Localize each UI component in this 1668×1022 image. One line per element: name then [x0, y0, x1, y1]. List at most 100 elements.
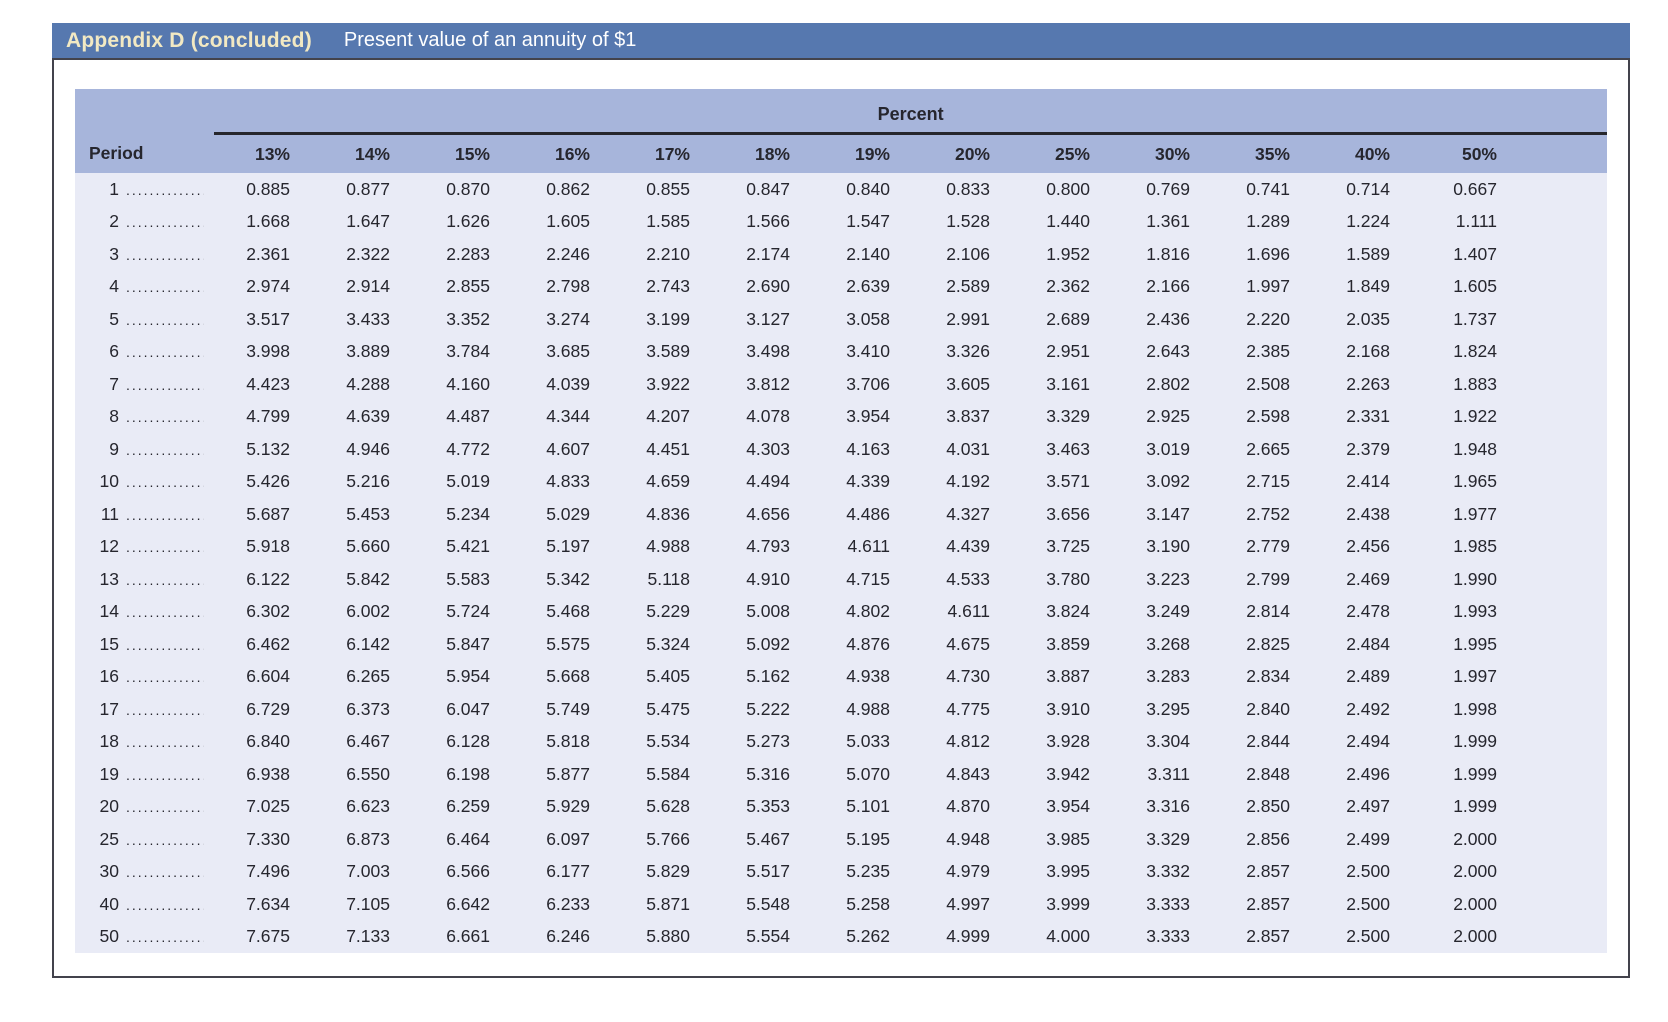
value-cell-18pct: 5.222 — [714, 693, 814, 726]
value-cell-17pct: 5.871 — [614, 888, 714, 921]
value-cell-16pct: 5.668 — [514, 660, 614, 693]
value-cell-19pct: 1.547 — [814, 205, 914, 238]
value-cell-25pct: 3.780 — [1014, 563, 1114, 596]
row-right-spacer — [1521, 335, 1608, 368]
table-row-period-19: 19..................6.9386.5506.1985.877… — [75, 758, 1608, 791]
period-label: 16 — [99, 666, 119, 687]
value-cell-17pct: 5.475 — [614, 693, 714, 726]
value-cell-19pct: 4.339 — [814, 465, 914, 498]
value-cell-17pct: 1.585 — [614, 205, 714, 238]
value-cell-14pct: 0.877 — [314, 173, 414, 206]
period-cell: 13.................. — [75, 563, 214, 596]
column-header-25pct: 25% — [1014, 133, 1114, 173]
value-cell-35pct: 2.814 — [1214, 595, 1314, 628]
appendix-label: Appendix D (concluded) — [66, 28, 312, 52]
table-row-period-6: 6..................3.9983.8893.7843.6853… — [75, 335, 1608, 368]
value-cell-16pct: 4.607 — [514, 433, 614, 466]
period-label: 3 — [109, 243, 119, 264]
column-header-20pct: 20% — [914, 133, 1014, 173]
value-cell-17pct: 4.207 — [614, 400, 714, 433]
value-cell-20pct: 4.730 — [914, 660, 1014, 693]
period-cell: 16.................. — [75, 660, 214, 693]
value-cell-18pct: 5.092 — [714, 628, 814, 661]
value-cell-14pct: 4.639 — [314, 400, 414, 433]
value-cell-13pct: 7.675 — [214, 920, 314, 953]
value-cell-14pct: 3.433 — [314, 303, 414, 336]
value-cell-17pct: 3.589 — [614, 335, 714, 368]
value-cell-18pct: 1.566 — [714, 205, 814, 238]
value-cell-17pct: 4.659 — [614, 465, 714, 498]
value-cell-35pct: 2.508 — [1214, 368, 1314, 401]
value-cell-17pct: 0.855 — [614, 173, 714, 206]
value-cell-13pct: 0.885 — [214, 173, 314, 206]
value-cell-19pct: 5.195 — [814, 823, 914, 856]
value-cell-19pct: 4.988 — [814, 693, 914, 726]
value-cell-20pct: 1.528 — [914, 205, 1014, 238]
value-cell-18pct: 4.793 — [714, 530, 814, 563]
row-right-spacer — [1521, 400, 1608, 433]
value-cell-19pct: 4.938 — [814, 660, 914, 693]
period-label: 4 — [109, 276, 119, 297]
value-cell-30pct: 2.925 — [1114, 400, 1214, 433]
value-cell-17pct: 5.766 — [614, 823, 714, 856]
value-cell-16pct: 6.097 — [514, 823, 614, 856]
period-cell: 25.................. — [75, 823, 214, 856]
value-cell-20pct: 4.439 — [914, 530, 1014, 563]
period-label: 18 — [99, 731, 119, 752]
dot-leader: .................. — [126, 441, 204, 458]
value-cell-15pct: 6.259 — [414, 790, 514, 823]
value-cell-25pct: 3.161 — [1014, 368, 1114, 401]
value-cell-16pct: 5.029 — [514, 498, 614, 531]
value-cell-14pct: 4.946 — [314, 433, 414, 466]
period-cell: 1.................. — [75, 173, 214, 206]
value-cell-17pct: 5.880 — [614, 920, 714, 953]
value-cell-15pct: 6.047 — [414, 693, 514, 726]
value-cell-35pct: 2.779 — [1214, 530, 1314, 563]
value-cell-15pct: 0.870 — [414, 173, 514, 206]
dot-leader: .................. — [126, 636, 204, 653]
dot-leader: .................. — [126, 766, 204, 783]
period-label: 7 — [109, 373, 119, 394]
value-cell-15pct: 5.583 — [414, 563, 514, 596]
value-cell-13pct: 7.634 — [214, 888, 314, 921]
value-cell-40pct: 1.224 — [1314, 205, 1414, 238]
column-header-40pct: 40% — [1314, 133, 1414, 173]
value-cell-13pct: 6.462 — [214, 628, 314, 661]
value-cell-40pct: 2.500 — [1314, 855, 1414, 888]
period-cell: 50.................. — [75, 920, 214, 953]
value-cell-40pct: 2.500 — [1314, 888, 1414, 921]
value-cell-30pct: 3.333 — [1114, 920, 1214, 953]
value-cell-19pct: 2.140 — [814, 238, 914, 271]
value-cell-20pct: 4.675 — [914, 628, 1014, 661]
table-row-period-11: 11..................5.6875.4535.2345.029… — [75, 498, 1608, 531]
value-cell-16pct: 5.749 — [514, 693, 614, 726]
period-label: 19 — [99, 763, 119, 784]
table-row-period-13: 13..................6.1225.8425.5835.342… — [75, 563, 1608, 596]
value-cell-13pct: 5.918 — [214, 530, 314, 563]
value-cell-50pct: 1.824 — [1414, 335, 1521, 368]
period-cell: 17.................. — [75, 693, 214, 726]
table-row-period-5: 5..................3.5173.4333.3523.2743… — [75, 303, 1608, 336]
value-cell-40pct: 2.478 — [1314, 595, 1414, 628]
table-row-period-9: 9..................5.1324.9464.7724.6074… — [75, 433, 1608, 466]
dot-leader: .................. — [126, 539, 204, 556]
value-cell-25pct: 3.954 — [1014, 790, 1114, 823]
value-cell-25pct: 3.656 — [1014, 498, 1114, 531]
value-cell-20pct: 4.997 — [914, 888, 1014, 921]
row-right-spacer — [1521, 920, 1608, 953]
value-cell-35pct: 2.856 — [1214, 823, 1314, 856]
row-right-spacer — [1521, 660, 1608, 693]
value-cell-14pct: 3.889 — [314, 335, 414, 368]
value-cell-35pct: 2.840 — [1214, 693, 1314, 726]
value-cell-18pct: 4.303 — [714, 433, 814, 466]
value-cell-15pct: 6.198 — [414, 758, 514, 791]
period-label: 30 — [99, 861, 119, 882]
value-cell-15pct: 5.847 — [414, 628, 514, 661]
value-cell-25pct: 3.463 — [1014, 433, 1114, 466]
value-cell-30pct: 3.223 — [1114, 563, 1214, 596]
value-cell-20pct: 4.533 — [914, 563, 1014, 596]
value-cell-50pct: 1.737 — [1414, 303, 1521, 336]
value-cell-15pct: 6.128 — [414, 725, 514, 758]
value-cell-15pct: 6.464 — [414, 823, 514, 856]
value-cell-15pct: 4.160 — [414, 368, 514, 401]
